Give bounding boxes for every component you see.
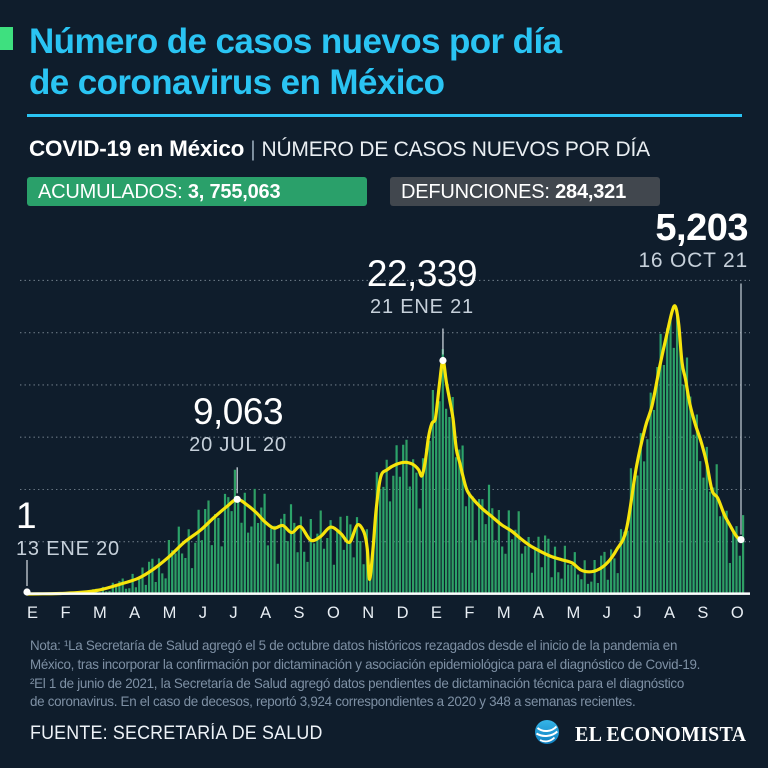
month-label: M [92,604,107,622]
accent-square [0,27,13,50]
annotation-date: 16 OCT 21 [638,249,748,272]
publisher-brand: EL ECONOMISTA [534,719,746,750]
page-title-line2: de coronavirus en México [29,63,445,102]
page-title-line1: Número de casos nuevos por día [29,22,562,61]
month-label: J [198,604,207,622]
annotation-value: 9,063 [192,391,284,432]
annotation-value: 1 [16,495,37,536]
month-label: A [533,604,545,622]
annotation-first-case: 1 13 ENE 20 [16,495,120,561]
annotation-value: 22,339 [366,253,478,294]
month-label: M [566,604,581,622]
annotation-first-wave-peak: 9,063 20 JUL 20 [130,391,346,457]
month-label: J [229,604,238,622]
annotation-value: 5,203 [655,207,748,249]
footnote: Nota: ¹La Secretaría de Salud agregó el … [30,637,738,712]
source-credit: FUENTE: SECRETARÍA DE SALUD [30,723,323,744]
month-label: A [663,604,675,622]
month-label: S [697,604,709,622]
month-label: O [730,604,744,622]
footnote-line: México, tras incorporar la confirmación … [30,656,701,672]
subtitle-separator: | [250,138,256,161]
month-label: F [464,604,475,622]
footnote-line: Nota: ¹La Secretaría de Salud agregó el … [30,638,678,653]
annotation-latest-value: 5,203 16 OCT 21 [638,209,748,272]
month-label: O [326,604,340,622]
annotation-date: 13 ENE 20 [16,538,120,560]
subtitle-bold: COVID-19 en México [29,136,245,161]
accumulated-badge: ACUMULADOS: 3, 755,063 [27,177,367,206]
page-title: Número de casos nuevos por día de corona… [29,21,562,103]
subtitle-rest: NÚMERO DE CASOS NUEVOS POR DÍA [261,138,650,161]
title-underline [27,114,742,117]
month-label: E [27,604,39,622]
month-label: N [362,604,375,622]
publisher-name: EL ECONOMISTA [574,722,746,746]
month-label: A [260,604,272,622]
month-label: J [602,604,611,622]
month-label: M [496,604,511,622]
footnote-line: de coronavirus. En el caso de decesos, r… [30,694,636,710]
month-label: S [293,604,305,622]
deaths-badge: DEFUNCIONES: 284,321 [390,177,660,206]
month-label: F [60,604,71,622]
month-label: E [430,604,442,622]
month-label: J [633,604,642,622]
accumulated-label: ACUMULADOS: [38,181,188,203]
el-economista-globe-icon [534,719,560,750]
deaths-label: DEFUNCIONES: [401,181,556,203]
month-label: M [162,604,177,622]
month-label: A [129,604,141,622]
chart-subtitle: COVID-19 en México | NÚMERO DE CASOS NUEVO… [29,136,650,162]
annotation-second-wave-peak: 22,339 21 ENE 21 [314,253,530,319]
accumulated-value: 3, 755,063 [187,181,281,203]
deaths-value: 284,321 [555,181,626,203]
annotation-date: 20 JUL 20 [189,434,287,456]
month-label: D [396,604,409,622]
annotation-date: 21 ENE 21 [370,296,474,318]
footnote-line: ²El 1 de junio de 2021, la Secretaría de… [30,675,684,691]
